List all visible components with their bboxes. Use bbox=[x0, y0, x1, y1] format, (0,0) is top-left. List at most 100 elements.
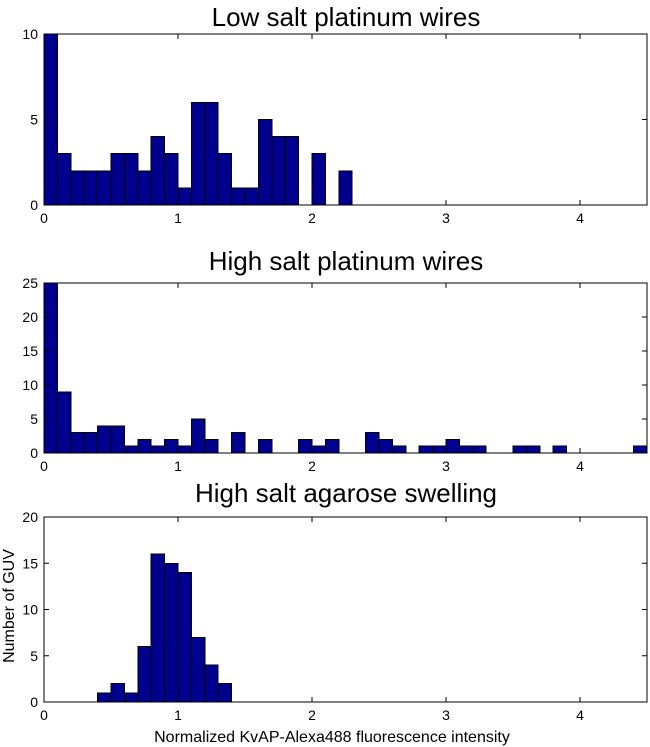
y-axis: 0 5 10 bbox=[22, 26, 647, 213]
x-tick-label: 1 bbox=[174, 458, 182, 474]
y-tick-label: 25 bbox=[22, 275, 38, 291]
histogram-bar bbox=[445, 438, 460, 454]
y-tick-label: 0 bbox=[30, 445, 38, 461]
histogram-bar bbox=[311, 445, 326, 454]
histogram-bar bbox=[365, 432, 380, 454]
x-tick-label: 2 bbox=[308, 210, 316, 226]
y-tick-label: 10 bbox=[22, 602, 38, 618]
histogram-bar bbox=[70, 170, 85, 206]
panel-high-salt-agarose-swelling: High salt agarose swelling 0 1 2 3 4 0 5 10 15 2… bbox=[22, 478, 648, 723]
x-tick-label: 3 bbox=[442, 210, 450, 226]
histogram-bar bbox=[123, 445, 139, 454]
histogram-bar bbox=[110, 683, 125, 703]
histogram-bar bbox=[70, 432, 85, 454]
histogram-bar bbox=[150, 553, 166, 703]
chart-title: Low salt platinum wires bbox=[212, 2, 481, 32]
histogram-bar bbox=[217, 153, 233, 206]
histogram-bar bbox=[190, 418, 206, 454]
histogram-bar bbox=[324, 438, 340, 454]
histogram-bar bbox=[110, 425, 125, 454]
x-tick-label: 0 bbox=[40, 458, 48, 474]
histogram-bar bbox=[150, 445, 166, 454]
histogram-bar bbox=[284, 136, 300, 206]
y-tick-label: 0 bbox=[30, 694, 38, 710]
histogram-bar bbox=[164, 153, 179, 206]
histogram-bar bbox=[311, 153, 326, 206]
x-tick-label: 1 bbox=[174, 707, 182, 723]
histogram-bar bbox=[204, 438, 219, 454]
panel-high-salt-platinum-wires: High salt platinum wires 0 1 2 3 4 0 5 10 15 20 2… bbox=[22, 246, 648, 474]
y-axis: 0 5 10 15 20 25 bbox=[22, 275, 647, 461]
histogram-bar bbox=[123, 153, 139, 206]
histogram-bar bbox=[298, 438, 313, 454]
histogram-bar bbox=[552, 445, 568, 454]
histogram-bar bbox=[137, 646, 152, 703]
x-tick-label: 1 bbox=[174, 210, 182, 226]
histogram-bar bbox=[164, 438, 179, 454]
histogram-bar bbox=[338, 170, 353, 206]
bars bbox=[97, 553, 233, 703]
histogram-bar bbox=[190, 636, 206, 703]
y-tick-label: 0 bbox=[30, 197, 38, 213]
y-axis: 0 5 10 15 20 bbox=[22, 509, 647, 710]
bars bbox=[43, 282, 648, 454]
histogram-bar bbox=[525, 445, 541, 454]
histogram-bar bbox=[97, 425, 112, 454]
x-axis: 0 1 2 3 4 bbox=[40, 34, 584, 226]
histogram-bar bbox=[391, 445, 407, 454]
histogram-bar bbox=[137, 170, 152, 206]
histogram-bar bbox=[204, 664, 219, 703]
histogram-bar bbox=[177, 572, 192, 703]
histogram-bar bbox=[110, 153, 125, 206]
x-tick-label: 4 bbox=[576, 707, 584, 723]
chart-title: High salt agarose swelling bbox=[195, 478, 497, 508]
histogram-bar bbox=[83, 170, 99, 206]
x-axis: 0 1 2 3 4 bbox=[40, 283, 584, 474]
histogram-bar bbox=[472, 445, 487, 454]
histogram-bar bbox=[164, 562, 179, 703]
histogram-bar bbox=[231, 187, 246, 206]
histogram-bar bbox=[150, 136, 166, 206]
y-tick-label: 15 bbox=[22, 555, 38, 571]
histogram-bar bbox=[458, 445, 474, 454]
y-tick-label: 20 bbox=[22, 509, 38, 525]
x-axis: 0 1 2 3 4 bbox=[40, 517, 584, 723]
histogram-bar bbox=[137, 438, 152, 454]
x-axis-label: Normalized KvAP-Alexa488 fluorescence in… bbox=[154, 729, 510, 746]
y-tick-label: 5 bbox=[30, 411, 38, 427]
y-tick-label: 20 bbox=[22, 309, 38, 325]
x-tick-label: 2 bbox=[308, 707, 316, 723]
x-tick-label: 2 bbox=[308, 458, 316, 474]
histogram-bar bbox=[56, 153, 72, 206]
histogram-bar bbox=[633, 445, 648, 454]
histogram-bar bbox=[244, 187, 259, 206]
histogram-bar bbox=[257, 438, 273, 454]
y-axis-label: Number of GUV bbox=[1, 549, 18, 663]
x-tick-label: 4 bbox=[576, 210, 584, 226]
histogram-bar bbox=[231, 432, 246, 454]
histogram-bar bbox=[512, 445, 527, 454]
histogram-bar bbox=[83, 432, 99, 454]
y-tick-label: 10 bbox=[22, 377, 38, 393]
x-tick-label: 3 bbox=[442, 458, 450, 474]
histogram-bar bbox=[43, 282, 58, 454]
x-tick-label: 3 bbox=[442, 707, 450, 723]
histogram-bar bbox=[177, 445, 192, 454]
histogram-bar bbox=[432, 445, 447, 454]
plot-area bbox=[43, 516, 648, 703]
histogram-bar bbox=[204, 101, 219, 206]
panel-low-salt-platinum-wires: Low salt platinum wires 0 1 2 3 4 0 5 10 bbox=[22, 2, 648, 226]
histogram-bar bbox=[418, 445, 434, 454]
histogram-bar bbox=[177, 187, 192, 206]
histogram-bar bbox=[257, 119, 273, 206]
chart-title: High salt platinum wires bbox=[209, 246, 484, 276]
histogram-bar bbox=[190, 101, 206, 206]
histogram-bar bbox=[378, 438, 393, 454]
y-tick-label: 10 bbox=[22, 26, 38, 42]
histogram-bar bbox=[97, 170, 112, 206]
plot-area bbox=[43, 282, 648, 454]
x-tick-label: 0 bbox=[40, 210, 48, 226]
bars bbox=[43, 33, 353, 206]
y-tick-label: 5 bbox=[30, 112, 38, 128]
